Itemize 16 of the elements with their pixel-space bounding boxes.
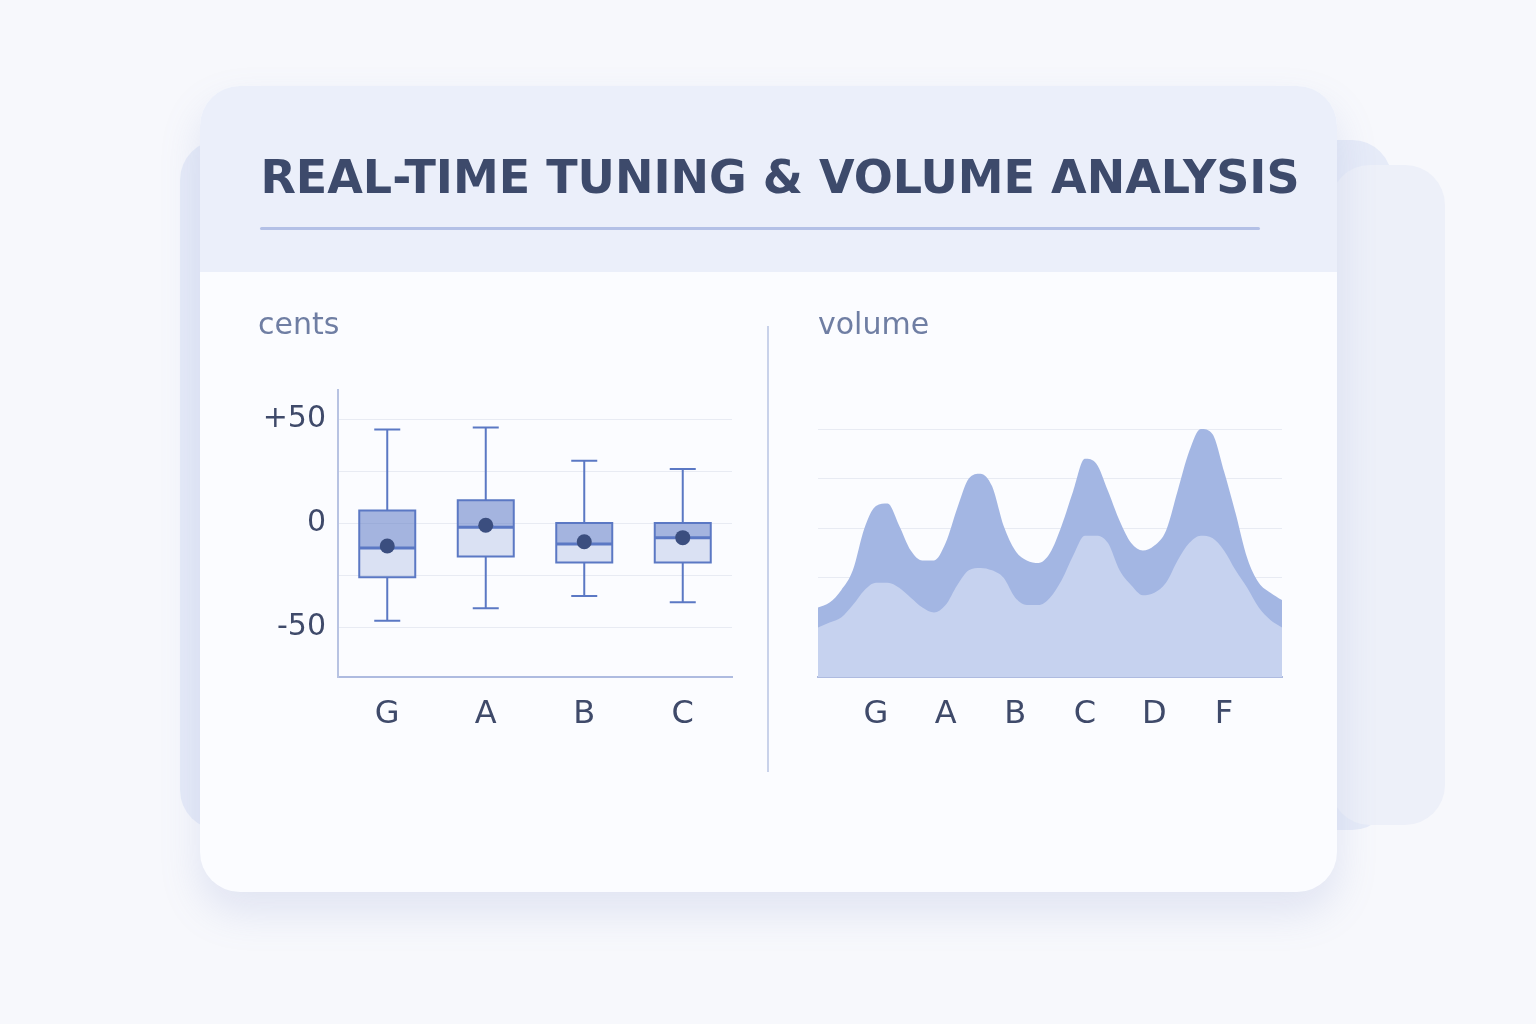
x-tick-label: G (863, 692, 889, 731)
y-axis-title: cents (258, 306, 340, 341)
y-axis-title: volume (818, 306, 930, 341)
x-tick-label: D (1142, 692, 1167, 731)
x-tick-label: A (934, 692, 957, 731)
x-tick-label: B (1004, 692, 1027, 731)
x-tick-label: C (671, 692, 694, 731)
x-tick-label: B (573, 692, 596, 731)
x-tick-label: A (474, 692, 497, 731)
x-tick-label: F (1214, 692, 1234, 731)
x-tick-label: G (374, 692, 400, 731)
y-tick-label: 0 (306, 502, 326, 538)
x-tick-label: C (1073, 692, 1096, 731)
chart-title: REAL-TIME TUNING & VOLUME ANALYSIS (259, 150, 1301, 204)
y-tick-label: +50 (262, 398, 326, 434)
y-tick-label: -50 (277, 606, 326, 642)
